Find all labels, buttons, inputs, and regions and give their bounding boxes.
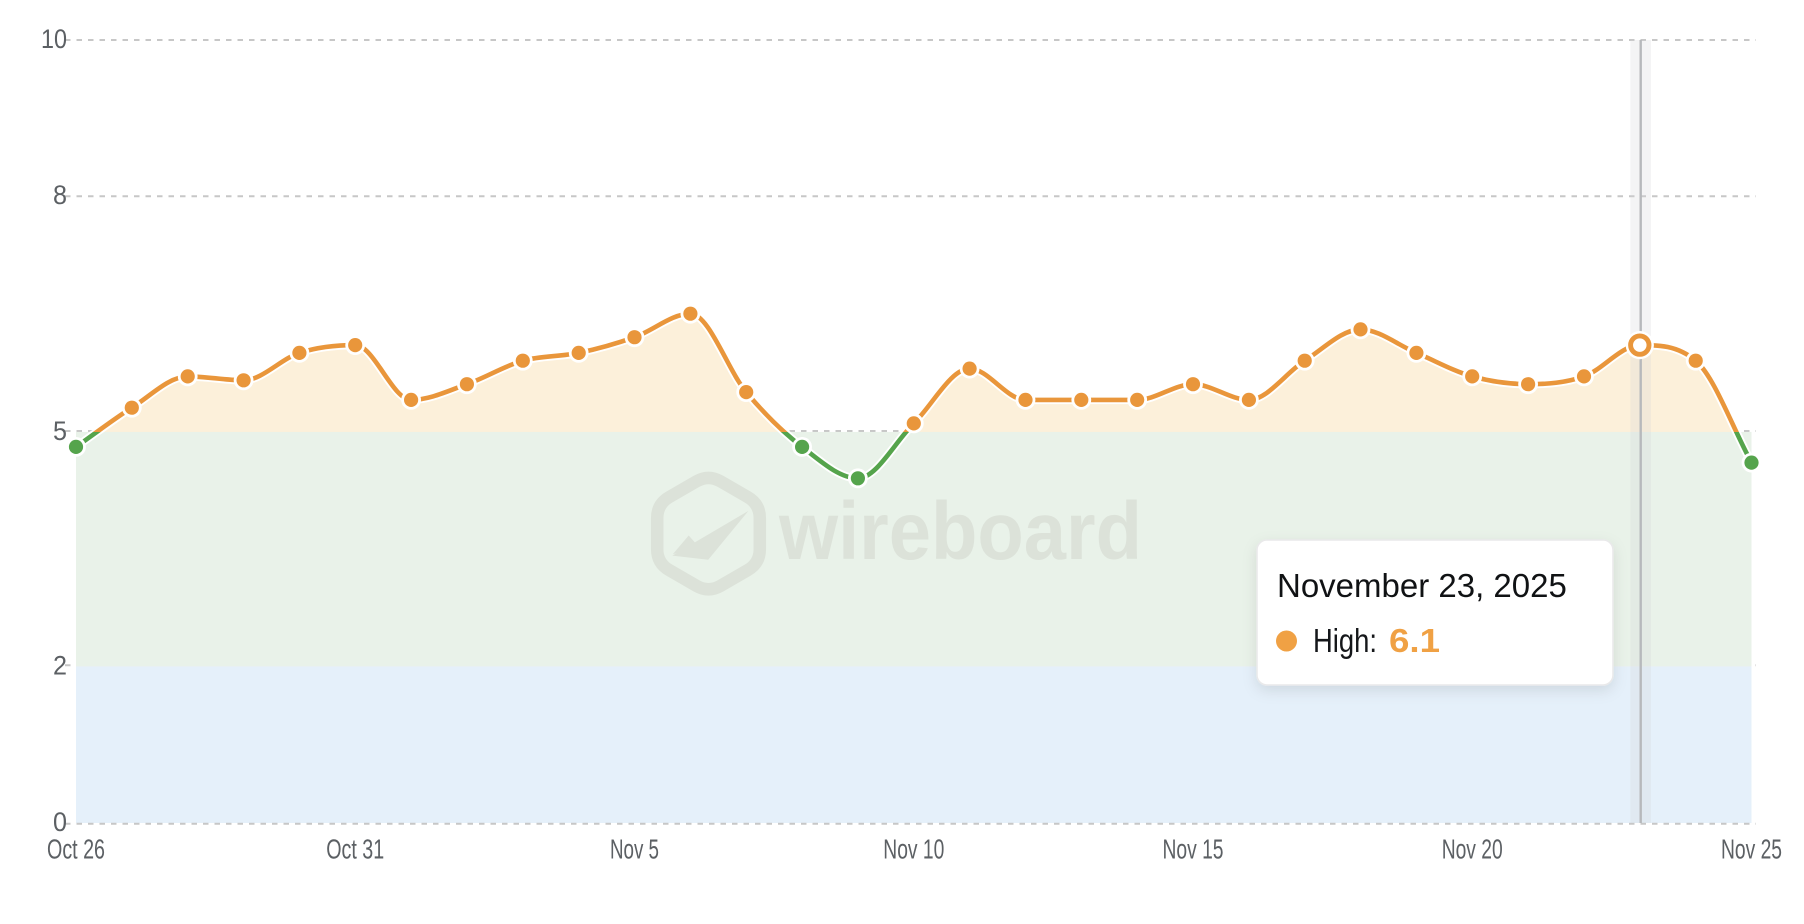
svg-text:Oct 31: Oct 31: [326, 834, 384, 865]
svg-text:10: 10: [41, 24, 67, 54]
svg-text:2: 2: [53, 650, 67, 680]
svg-text:Nov 20: Nov 20: [1442, 834, 1503, 865]
svg-text:Nov 10: Nov 10: [883, 834, 944, 865]
svg-text:0: 0: [53, 807, 67, 837]
svg-text:November 23, 2025: November 23, 2025: [1277, 567, 1567, 604]
svg-text:Nov 25: Nov 25: [1721, 834, 1782, 865]
svg-text:Nov 5: Nov 5: [610, 834, 659, 865]
svg-text:5: 5: [53, 416, 67, 446]
svg-text:8: 8: [53, 180, 67, 210]
svg-text:High:: High:: [1313, 622, 1377, 659]
svg-text:Oct 26: Oct 26: [47, 834, 105, 865]
svg-text:6.1: 6.1: [1389, 622, 1440, 659]
svg-text:Nov 15: Nov 15: [1163, 834, 1224, 865]
svg-text:wireboard: wireboard: [778, 486, 1142, 577]
